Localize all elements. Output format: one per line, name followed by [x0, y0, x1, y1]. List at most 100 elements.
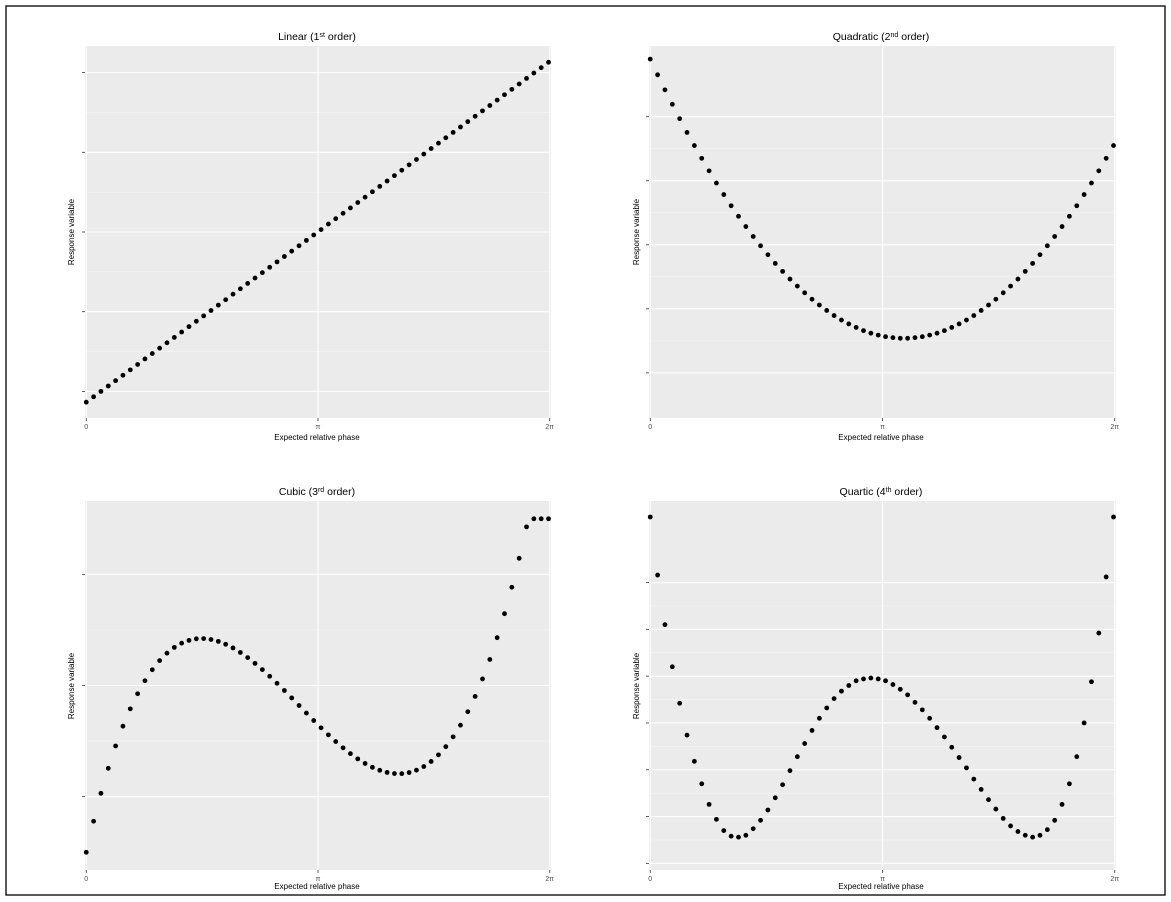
cubic-point	[303, 710, 309, 716]
quartic-point	[919, 707, 925, 713]
quartic-point	[743, 832, 749, 838]
quadratic-point	[964, 317, 969, 323]
cubic-point	[414, 767, 419, 773]
cubic-point	[362, 761, 368, 766]
quartic-point	[868, 675, 874, 681]
quartic-point	[875, 676, 881, 682]
linear-point	[127, 367, 133, 373]
quadratic-point	[1022, 268, 1028, 274]
linear-point	[208, 308, 214, 313]
quartic-grid	[649, 501, 1116, 870]
cubic-point	[531, 516, 537, 522]
cubic-point	[230, 645, 236, 651]
linear-point	[281, 254, 287, 259]
linear-ticks	[82, 72, 551, 421]
quadratic-point	[1015, 276, 1021, 282]
linear-point	[509, 86, 515, 92]
cubic-point	[149, 667, 155, 673]
quartic-point	[949, 744, 955, 750]
linear-point	[443, 135, 449, 141]
cubic-point	[443, 744, 449, 750]
quartic-point	[765, 807, 771, 813]
cubic-point	[392, 771, 397, 776]
linear-point	[164, 340, 170, 346]
quartic-ticks	[646, 582, 1116, 873]
linear-point	[186, 324, 192, 330]
linear-point	[267, 264, 273, 270]
linear-point	[370, 189, 375, 195]
quadratic-point	[949, 325, 955, 330]
quadratic-point	[736, 213, 741, 219]
quartic-point	[883, 678, 888, 684]
quadratic-point	[846, 321, 852, 327]
quartic-point	[861, 676, 866, 682]
quadratic-point	[971, 313, 977, 318]
quadratic-point	[1111, 143, 1116, 148]
quadratic-point	[875, 332, 881, 338]
quadratic-point	[1089, 180, 1094, 186]
quadratic-point	[662, 87, 668, 93]
quadratic-point	[721, 192, 727, 197]
quadratic-point	[743, 224, 749, 229]
cubic-point	[267, 673, 273, 679]
quadratic-point	[934, 330, 940, 336]
quadratic-title: Quadratic (2nd order)	[833, 31, 930, 43]
linear-point	[428, 146, 434, 151]
quartic-point	[684, 732, 690, 738]
linear-point	[105, 383, 111, 389]
quadratic-ticks	[646, 116, 1116, 421]
cubic-point	[516, 555, 522, 561]
quartic-panel: Quartic (4th order) 0 π 2π Expected relati…	[632, 486, 1119, 891]
quartic-point	[1030, 834, 1036, 840]
quadratic-point	[824, 308, 830, 313]
linear-panel: Linear (1st order) 0 π 2π Expected relativ…	[67, 31, 554, 442]
linear-y-axis-title: Response variable	[67, 198, 76, 265]
quartic-point	[802, 741, 808, 746]
cubic-point	[370, 764, 375, 770]
quadratic-point	[772, 260, 778, 266]
linear-point	[296, 243, 302, 249]
linear-point	[414, 157, 419, 162]
cubic-point	[113, 743, 119, 749]
linear-point	[318, 227, 324, 233]
linear-point	[215, 302, 221, 308]
quartic-point	[1089, 679, 1094, 685]
quartic-point	[677, 700, 683, 706]
cubic-x-tick-label: 2π	[545, 876, 554, 883]
quadratic-point	[714, 180, 719, 186]
quadratic-point	[912, 335, 918, 341]
cubic-point	[348, 751, 353, 757]
linear-x-tick-label: 0	[84, 424, 88, 431]
quartic-point	[912, 699, 918, 705]
quartic-point	[721, 828, 727, 833]
quartic-point	[890, 682, 896, 687]
quartic-point	[714, 816, 719, 822]
quadratic-panel: Quadratic (2nd order) 0 π 2π Expected rela…	[632, 31, 1119, 442]
quadratic-point	[927, 332, 933, 338]
cubic-point	[135, 691, 141, 697]
linear-point	[406, 162, 412, 168]
quadratic-point	[1059, 224, 1065, 229]
quadratic-point	[647, 56, 653, 62]
linear-point	[245, 281, 251, 286]
cubic-point	[406, 770, 412, 775]
linear-point	[480, 108, 485, 114]
quadratic-point	[839, 317, 844, 323]
cubic-y-axis-title: Response variable	[67, 652, 76, 719]
quartic-point	[691, 758, 697, 764]
linear-x-tick-label: 2π	[545, 424, 554, 431]
quadratic-point	[1096, 168, 1102, 174]
linear-point	[340, 210, 346, 216]
quartic-point	[897, 686, 903, 692]
quartic-point	[1008, 823, 1013, 829]
linear-point	[465, 119, 471, 125]
linear-x-axis-title: Expected relative phase	[274, 433, 360, 442]
quadratic-x-tick-label: π	[880, 424, 885, 431]
cubic-point	[98, 790, 104, 796]
quartic-point	[1081, 720, 1087, 726]
cubic-point	[465, 709, 471, 715]
quadratic-point	[861, 328, 866, 334]
cubic-point	[472, 693, 478, 699]
quartic-point	[750, 826, 756, 832]
linear-point	[120, 372, 126, 378]
